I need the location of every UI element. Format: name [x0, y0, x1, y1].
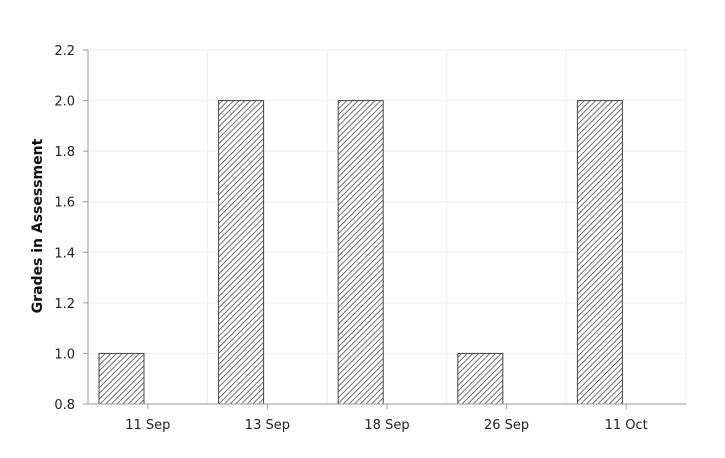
y-tick-label: 1.2 — [54, 297, 75, 312]
y-tick-label: 1.0 — [54, 347, 75, 362]
x-tick-label: 18 Sep — [364, 418, 409, 433]
bar — [218, 100, 265, 405]
bar — [98, 352, 145, 405]
y-tick-labels: 0.8 1.0 1.2 1.4 1.6 1.8 2.0 2.2 — [54, 44, 75, 413]
bars — [98, 100, 623, 405]
axes — [83, 49, 686, 409]
y-tick-label: 0.8 — [54, 398, 75, 413]
y-axis-title: Grades in Assessment — [30, 138, 46, 313]
x-tick-label: 13 Sep — [245, 418, 290, 433]
y-tick-label: 1.6 — [54, 196, 75, 211]
bar — [457, 352, 504, 405]
gridlines — [88, 49, 687, 404]
x-tick-label: 11 Oct — [605, 418, 648, 433]
y-tick-label: 2.2 — [54, 44, 75, 59]
x-tick-label: 11 Sep — [125, 418, 170, 433]
x-tick-label: 26 Sep — [484, 418, 529, 433]
y-tick-label: 1.4 — [54, 246, 75, 261]
y-tick-label: 1.8 — [54, 145, 75, 160]
y-tick-label: 2.0 — [54, 95, 75, 110]
bar — [576, 100, 623, 405]
x-tick-labels: 11 Sep 13 Sep 18 Sep 26 Sep 11 Oct — [125, 418, 648, 433]
bar — [337, 100, 384, 405]
